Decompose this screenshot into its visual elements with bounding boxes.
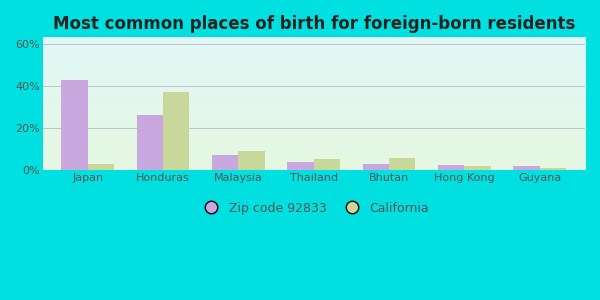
Bar xyxy=(314,159,340,170)
Bar xyxy=(540,168,566,170)
Bar xyxy=(61,80,88,170)
Bar xyxy=(363,164,389,170)
Bar xyxy=(212,155,238,170)
Bar xyxy=(438,165,464,170)
Bar xyxy=(163,92,190,170)
Bar xyxy=(464,166,491,170)
Title: Most common places of birth for foreign-born residents: Most common places of birth for foreign-… xyxy=(53,15,575,33)
Bar xyxy=(238,151,265,170)
Bar xyxy=(88,164,114,170)
Bar xyxy=(137,116,163,170)
Legend: Zip code 92833, California: Zip code 92833, California xyxy=(194,197,434,220)
Bar xyxy=(389,158,415,170)
Bar xyxy=(287,162,314,170)
Bar xyxy=(514,166,540,170)
